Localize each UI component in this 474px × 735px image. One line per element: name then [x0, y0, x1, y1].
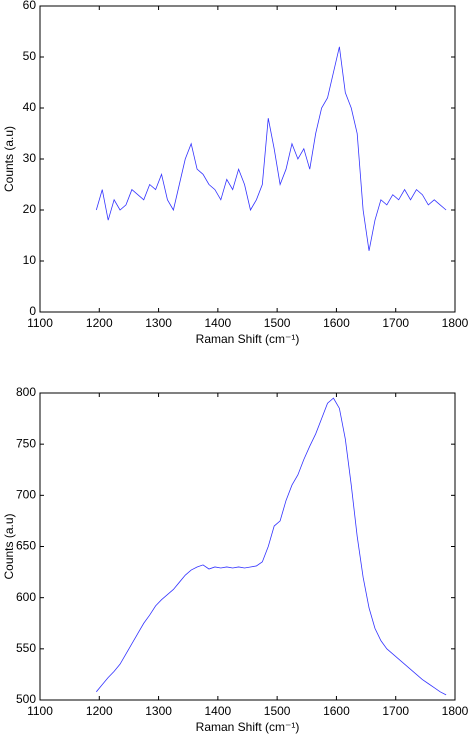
x-tick-label: 1700 [382, 704, 409, 718]
y-axis-label: Counts (a.u) [2, 126, 16, 192]
y-tick-label: 650 [16, 539, 36, 553]
plot-area [39, 5, 456, 313]
y-tick-label: 60 [23, 0, 37, 12]
x-tick-label: 1800 [442, 316, 469, 330]
y-tick-label: 700 [16, 488, 36, 502]
x-tick-label: 1400 [205, 316, 232, 330]
data-line [96, 397, 447, 696]
x-tick-label: 1100 [27, 316, 53, 330]
x-tick-label: 1600 [323, 704, 350, 718]
y-tick-label: 30 [23, 151, 37, 165]
x-tick-label: 1700 [382, 316, 409, 330]
x-tick-label: 1800 [442, 704, 469, 718]
x-axis-label: Raman Shift (cm⁻¹) [196, 720, 300, 734]
x-tick-label: 1500 [264, 704, 291, 718]
y-tick-label: 50 [23, 49, 37, 63]
y-tick-label: 10 [23, 253, 37, 267]
y-axis-label: Counts (a.u) [2, 513, 16, 579]
data-line [95, 46, 447, 251]
y-tick-label: 0 [29, 304, 36, 318]
x-axis-label: Raman Shift (cm⁻¹) [196, 332, 300, 346]
x-tick-label: 1300 [145, 316, 172, 330]
y-tick-label: 20 [23, 202, 37, 216]
x-tick-label: 1600 [323, 316, 350, 330]
y-tick-label: 500 [16, 692, 36, 706]
x-tick-label: 1300 [145, 704, 172, 718]
y-tick-label: 800 [16, 385, 36, 399]
x-tick-label: 1500 [264, 316, 291, 330]
x-tick-label: 1200 [86, 704, 113, 718]
x-tick-label: 1400 [205, 704, 232, 718]
x-tick-label: 1200 [86, 316, 113, 330]
y-tick-label: 40 [23, 100, 37, 114]
y-tick-label: 750 [16, 436, 36, 450]
x-tick-label: 1100 [27, 704, 53, 718]
y-tick-label: 550 [16, 641, 36, 655]
y-tick-label: 600 [16, 590, 36, 604]
